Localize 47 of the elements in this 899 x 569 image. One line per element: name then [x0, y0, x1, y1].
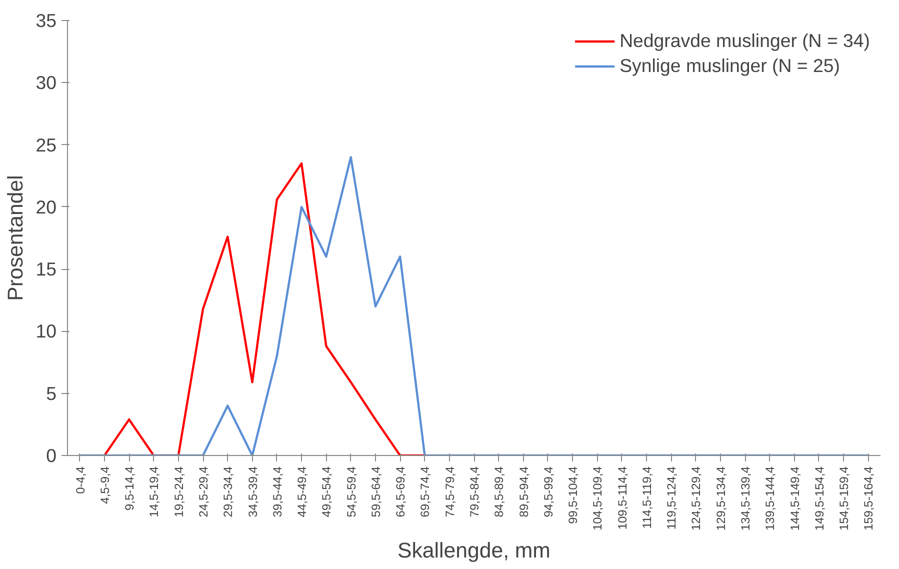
x-tick-label: 84,5-89,4 [492, 466, 506, 518]
x-tick-label: 144,5-149,4 [788, 466, 802, 531]
x-tick-label: 159,5-164,4 [862, 466, 876, 531]
x-tick-label: 99,5-104,4 [566, 466, 580, 524]
line-series [78, 156, 870, 456]
x-tick-label: 54,5-59,4 [344, 466, 358, 518]
x-tick-label: 39,5-44,4 [270, 466, 284, 518]
x-tick-label: 14,5-19,4 [147, 466, 162, 518]
x-tick-label: 89,5-94,4 [516, 466, 531, 518]
x-tick-label: 0-4,4 [73, 466, 88, 494]
y-tick-label: 30 [36, 72, 57, 94]
x-tick-label: 59,5-64,4 [368, 466, 383, 518]
y-tick-label: 10 [36, 320, 57, 342]
x-tick-label: 129,5-134,4 [714, 466, 728, 531]
y-tick-label: 5 [46, 382, 57, 404]
y-axis-title: Prosentandel [4, 175, 28, 301]
x-tick-label: 34,5-39,4 [246, 466, 260, 518]
x-tick-label: 74,5-79,4 [442, 466, 457, 518]
x-tick-label: 139,5-144,4 [763, 466, 778, 531]
x-tick-label: 119,5-124,4 [664, 466, 679, 530]
x-tick-label: 4,5-9,4 [98, 466, 112, 504]
x-tick-label: 104,5-109,4 [590, 466, 605, 531]
x-tick-label: 149,5-154,4 [812, 466, 826, 531]
y-tick-label: 35 [36, 10, 57, 31]
x-tick-label: 24,5-29,4 [196, 466, 210, 518]
legend-label: Synlige muslinger (N = 25) [620, 55, 840, 77]
y-tick-label: 25 [36, 134, 57, 156]
y-tick-label: 15 [36, 258, 57, 280]
x-tick-label: 29,5-34,4 [221, 466, 236, 518]
x-tick-label: 64,5-69,4 [394, 466, 408, 518]
x-tick-label: 114,5-119,4 [640, 466, 654, 529]
x-tick-label: 44,5-49,4 [295, 466, 310, 518]
x-tick-label: 69,5-74,4 [418, 466, 432, 518]
x-tick-label: 49,5-54,4 [320, 466, 334, 518]
legend-label: Nedgravde muslinger (N = 34) [620, 30, 870, 52]
x-tick-label: 9,5-14,4 [122, 466, 137, 511]
x-tick-label: 79,5-84,4 [468, 466, 482, 518]
x-tick-label: 124,5-129,4 [689, 466, 704, 531]
y-tick-label: 0 [46, 445, 57, 466]
x-tick-label: 134,5-139,4 [738, 466, 752, 531]
x-tick-label: 19,5-24,4 [172, 466, 186, 518]
x-axis-title: Skallengde, mm [398, 538, 550, 563]
line-series [103, 162, 426, 456]
x-tick-label: 109,5-114,4 [615, 466, 630, 530]
y-tick-label: 20 [36, 196, 57, 218]
x-tick-label: 154,5-159,4 [837, 466, 852, 531]
x-tick-label: 94,5-99,4 [541, 466, 556, 518]
